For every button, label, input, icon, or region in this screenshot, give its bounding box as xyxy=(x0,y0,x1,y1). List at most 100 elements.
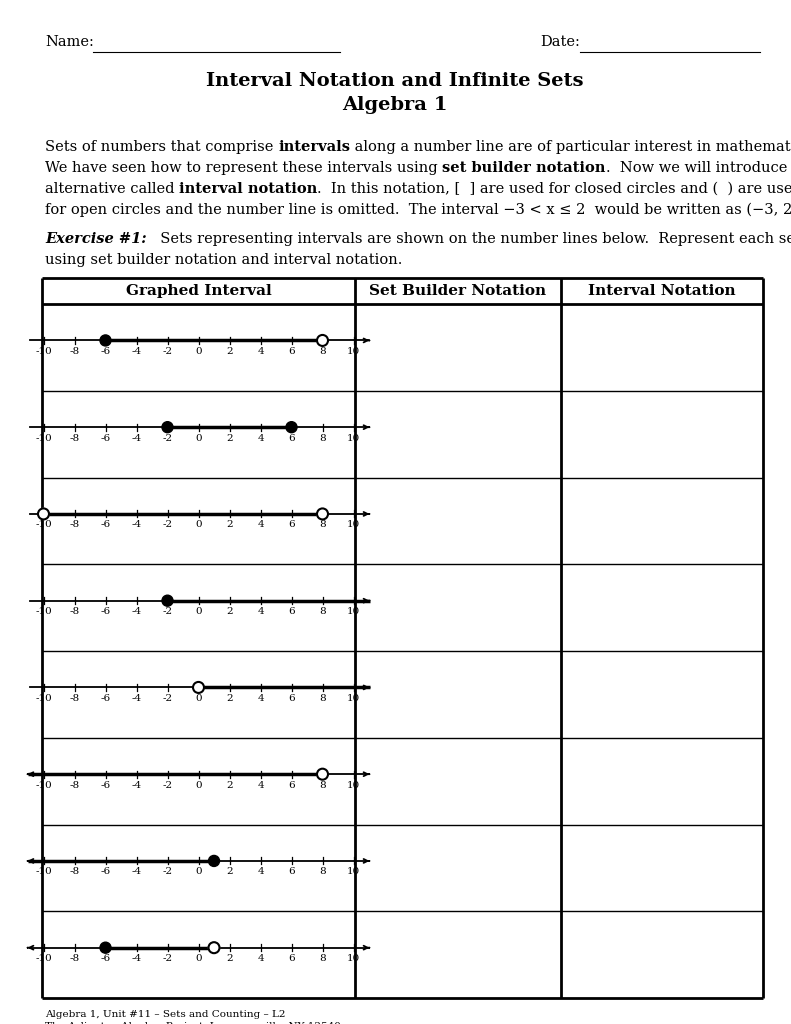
Text: -6: -6 xyxy=(100,347,111,356)
Text: -4: -4 xyxy=(131,694,142,702)
Text: -10: -10 xyxy=(35,694,52,702)
Text: 6: 6 xyxy=(288,954,295,964)
Circle shape xyxy=(317,509,328,519)
Text: Name:: Name: xyxy=(45,35,94,49)
Text: -2: -2 xyxy=(162,607,172,616)
Text: -2: -2 xyxy=(162,954,172,964)
Text: 0: 0 xyxy=(195,780,202,790)
Text: 10: 10 xyxy=(347,434,360,442)
Circle shape xyxy=(317,769,328,779)
Text: Algebra 1, Unit #11 – Sets and Counting – L2: Algebra 1, Unit #11 – Sets and Counting … xyxy=(45,1010,286,1019)
Text: -4: -4 xyxy=(131,954,142,964)
Text: 0: 0 xyxy=(195,954,202,964)
Text: -4: -4 xyxy=(131,434,142,442)
Text: 6: 6 xyxy=(288,780,295,790)
Text: -6: -6 xyxy=(100,780,111,790)
Text: -10: -10 xyxy=(35,434,52,442)
Text: Graphed Interval: Graphed Interval xyxy=(126,284,271,298)
Text: 0: 0 xyxy=(195,520,202,529)
Text: 6: 6 xyxy=(288,867,295,877)
Text: Interval Notation: Interval Notation xyxy=(589,284,736,298)
Text: -8: -8 xyxy=(70,694,80,702)
Text: 6: 6 xyxy=(288,607,295,616)
Circle shape xyxy=(209,855,219,866)
Text: -2: -2 xyxy=(162,347,172,356)
Text: 8: 8 xyxy=(320,780,326,790)
Text: using set builder notation and interval notation.: using set builder notation and interval … xyxy=(45,253,403,267)
Circle shape xyxy=(162,422,173,433)
Text: -8: -8 xyxy=(70,347,80,356)
Text: -10: -10 xyxy=(35,780,52,790)
Text: along a number line are of particular interest in mathematics.: along a number line are of particular in… xyxy=(350,140,791,154)
Text: 4: 4 xyxy=(257,607,264,616)
Text: 10: 10 xyxy=(347,780,360,790)
Text: 8: 8 xyxy=(320,607,326,616)
Text: 2: 2 xyxy=(226,954,233,964)
Text: Sets of numbers that comprise: Sets of numbers that comprise xyxy=(45,140,278,154)
Text: -8: -8 xyxy=(70,780,80,790)
Text: 10: 10 xyxy=(347,954,360,964)
Text: 6: 6 xyxy=(288,347,295,356)
Text: Exercise #1:: Exercise #1: xyxy=(45,232,146,246)
Text: 2: 2 xyxy=(226,780,233,790)
Text: -10: -10 xyxy=(35,867,52,877)
Text: -10: -10 xyxy=(35,607,52,616)
Text: 6: 6 xyxy=(288,434,295,442)
Text: intervals: intervals xyxy=(278,140,350,154)
Circle shape xyxy=(286,422,297,433)
Text: -4: -4 xyxy=(131,520,142,529)
Text: 10: 10 xyxy=(347,520,360,529)
Text: 2: 2 xyxy=(226,520,233,529)
Text: 6: 6 xyxy=(288,694,295,702)
Text: 4: 4 xyxy=(257,780,264,790)
Text: 8: 8 xyxy=(320,867,326,877)
Text: 8: 8 xyxy=(320,954,326,964)
Text: -6: -6 xyxy=(100,434,111,442)
Circle shape xyxy=(193,682,204,693)
Text: 8: 8 xyxy=(320,694,326,702)
Text: The Arlington Algebra Project, Lagrangeville, NY 12540: The Arlington Algebra Project, Lagrangev… xyxy=(45,1022,341,1024)
Text: alternative called: alternative called xyxy=(45,182,179,196)
Text: -6: -6 xyxy=(100,954,111,964)
Circle shape xyxy=(38,509,49,519)
Text: -10: -10 xyxy=(35,954,52,964)
Text: 2: 2 xyxy=(226,867,233,877)
Text: -2: -2 xyxy=(162,780,172,790)
Text: 10: 10 xyxy=(347,607,360,616)
Text: -2: -2 xyxy=(162,867,172,877)
Text: -4: -4 xyxy=(131,780,142,790)
Text: interval notation: interval notation xyxy=(179,182,317,196)
Circle shape xyxy=(317,335,328,346)
Circle shape xyxy=(100,942,111,953)
Text: 4: 4 xyxy=(257,694,264,702)
Text: We have seen how to represent these intervals using: We have seen how to represent these inte… xyxy=(45,161,442,175)
Text: .  Now we will introduce an: . Now we will introduce an xyxy=(606,161,791,175)
Text: 0: 0 xyxy=(195,694,202,702)
Text: -4: -4 xyxy=(131,347,142,356)
Text: 0: 0 xyxy=(195,347,202,356)
Text: -8: -8 xyxy=(70,520,80,529)
Text: 2: 2 xyxy=(226,434,233,442)
Text: 0: 0 xyxy=(195,434,202,442)
Text: 10: 10 xyxy=(347,867,360,877)
Text: -8: -8 xyxy=(70,607,80,616)
Text: -2: -2 xyxy=(162,694,172,702)
Text: 6: 6 xyxy=(288,520,295,529)
Circle shape xyxy=(209,942,219,953)
Text: 2: 2 xyxy=(226,607,233,616)
Text: Algebra 1: Algebra 1 xyxy=(343,96,448,114)
Text: Set Builder Notation: Set Builder Notation xyxy=(369,284,547,298)
Text: 8: 8 xyxy=(320,520,326,529)
Text: 10: 10 xyxy=(347,694,360,702)
Text: 4: 4 xyxy=(257,347,264,356)
Text: -4: -4 xyxy=(131,607,142,616)
Text: 4: 4 xyxy=(257,520,264,529)
Text: .  In this notation, [  ] are used for closed circles and (  ) are used: . In this notation, [ ] are used for clo… xyxy=(317,182,791,196)
Text: for open circles and the number line is omitted.  The interval −3 < x ≤ 2  would: for open circles and the number line is … xyxy=(45,203,791,217)
Circle shape xyxy=(100,335,111,346)
Text: 8: 8 xyxy=(320,434,326,442)
Text: -2: -2 xyxy=(162,520,172,529)
Text: Exercise #1:: Exercise #1: xyxy=(45,232,146,246)
Text: 4: 4 xyxy=(257,434,264,442)
Text: Date:: Date: xyxy=(540,35,580,49)
